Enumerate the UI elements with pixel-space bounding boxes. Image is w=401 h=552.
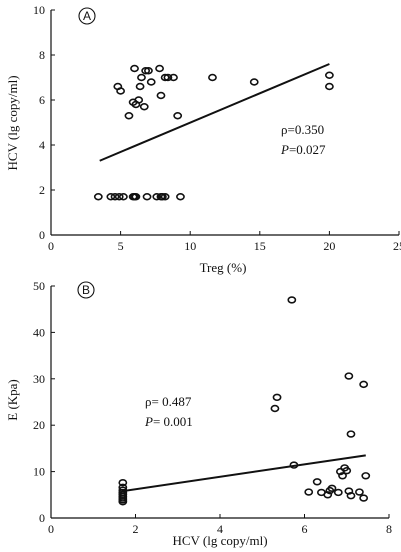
panel-a-p-number: =0.027 <box>289 142 326 157</box>
panel-a-x-tick-label: 0 <box>48 239 54 253</box>
panel-a-points <box>93 64 334 201</box>
panel-b-x-tick-label: 2 <box>133 522 139 536</box>
panel-a-data-point <box>156 91 166 100</box>
panel-b-data-point <box>359 380 369 389</box>
panel-b-data-point <box>312 478 322 486</box>
panel-a-x-tick-label: 10 <box>184 239 196 253</box>
panel-a-data-point <box>118 193 128 201</box>
panel-b-data-point <box>359 494 369 502</box>
panel-b-points <box>118 296 371 506</box>
panel-b-label-circle <box>77 281 95 299</box>
panel-b-x-tick-label: 8 <box>386 522 392 536</box>
panel-a-data-point <box>160 193 170 201</box>
panel-b-ticks: 0 2 4 6 8 0 10 20 30 40 50 <box>33 279 392 536</box>
panel-b-y-tick-label: 10 <box>33 465 45 479</box>
panel-b: 0 2 4 6 8 0 10 20 30 40 50 B ρ= 0.487 P= 0.001 HCV… <box>5 279 392 548</box>
panel-a-data-point <box>173 112 183 120</box>
panel-b-data-point <box>270 404 280 413</box>
panel-a-data-point <box>142 193 152 201</box>
panel-b-label: B <box>77 281 95 299</box>
panel-a-data-point <box>116 87 125 95</box>
panel-b-data-point <box>346 492 356 500</box>
panel-a-y-tick-label: 6 <box>39 93 45 107</box>
panel-b-label-letter: B <box>82 283 90 297</box>
panel-b-y-label: E (Kpa) <box>5 379 20 421</box>
panel-a-x-tick-label: 25 <box>393 239 401 253</box>
panel-b-y-tick-label: 50 <box>33 279 45 293</box>
panel-a-y-tick-label: 4 <box>39 138 45 152</box>
panel-b-data-point <box>355 488 364 496</box>
panel-a-data-point <box>146 78 156 86</box>
panel-a-data-point <box>131 193 141 201</box>
panel-b-p-symbol: P <box>144 414 153 429</box>
panel-a-data-point <box>114 193 124 201</box>
panel-b-data-point <box>338 472 347 480</box>
panel-a-data-point <box>324 71 334 79</box>
panel-b-y-tick-label: 0 <box>39 511 45 525</box>
panel-b-data-point <box>118 479 128 487</box>
panel-a-data-point <box>163 73 173 82</box>
panel-b-data-point <box>323 491 333 499</box>
panel-a-y-tick-label: 2 <box>39 183 45 197</box>
panel-a-x-tick-label: 20 <box>323 239 335 253</box>
panel-a-x-tick-label: 5 <box>118 239 124 253</box>
panel-a-data-point <box>249 78 259 86</box>
panel-a-data-point <box>106 193 116 201</box>
panel-b-x-label: HCV (lg copy/ml) <box>172 533 267 548</box>
panel-b-data-point <box>327 484 337 493</box>
panel-a-data-point <box>130 64 139 73</box>
panel-a-x-label: Treg (%) <box>200 260 247 275</box>
panel-a-data-point <box>139 103 149 111</box>
panel-b-y-tick-label: 30 <box>33 372 45 386</box>
panel-a-data-point <box>152 193 162 201</box>
panel-b-p-value: P= 0.001 <box>144 414 193 429</box>
panel-a-label-letter: A <box>83 9 91 23</box>
panel-a-x-tick-label: 15 <box>254 239 266 253</box>
panel-a-label-circle <box>78 7 96 25</box>
panel-a-data-point <box>144 67 153 75</box>
panel-a: 0 5 10 15 20 25 0 2 4 6 8 10 A ρ=0.350 P=0.027 Treg… <box>5 3 401 275</box>
panel-a-regression-line <box>99 63 330 162</box>
panel-b-y-tick-label: 40 <box>33 325 45 339</box>
panel-a-data-point <box>155 64 164 73</box>
panel-a-data-point <box>176 193 185 201</box>
panel-a-y-label: HCV (lg copy/ml) <box>5 75 20 170</box>
panel-b-y-tick-label: 20 <box>33 418 45 432</box>
panel-b-data-point <box>333 488 343 497</box>
panel-a-data-point <box>137 73 146 82</box>
panel-a-data-point <box>169 73 178 82</box>
panel-a-data-point <box>93 193 103 201</box>
panel-b-data-point <box>287 296 297 304</box>
panel-b-data-point <box>361 472 371 480</box>
panel-b-data-point <box>342 466 352 475</box>
panel-a-ticks: 0 5 10 15 20 25 0 2 4 6 8 10 <box>33 3 401 253</box>
panel-b-x-tick-label: 6 <box>302 522 308 536</box>
panel-a-data-point <box>110 193 120 201</box>
panel-a-y-tick-label: 10 <box>33 3 45 17</box>
panel-b-x-tick-label: 0 <box>48 522 54 536</box>
panel-b-data-point <box>346 430 356 438</box>
panel-a-p-symbol: P <box>280 142 289 157</box>
panel-a-data-point <box>124 112 134 120</box>
panel-b-p-number: = 0.001 <box>153 414 193 429</box>
panel-a-data-point <box>208 73 217 82</box>
panel-b-data-point <box>118 498 128 506</box>
panel-a-label: A <box>78 7 96 25</box>
panel-a-p-value: P=0.027 <box>280 142 326 157</box>
panel-a-data-point <box>135 82 145 91</box>
panel-b-data-point <box>344 372 354 380</box>
panel-b-rho: ρ= 0.487 <box>145 394 192 409</box>
panel-b-data-point <box>304 488 314 496</box>
panel-a-y-tick-label: 8 <box>39 48 45 62</box>
panel-b-regression-line <box>122 454 366 493</box>
panel-a-y-tick-label: 0 <box>39 228 45 242</box>
panel-a-data-point <box>134 96 144 104</box>
panel-a-data-point <box>324 82 334 91</box>
panel-b-data-point <box>272 393 282 402</box>
panel-a-rho: ρ=0.350 <box>281 122 324 137</box>
panel-b-x-tick-label: 4 <box>217 522 223 536</box>
